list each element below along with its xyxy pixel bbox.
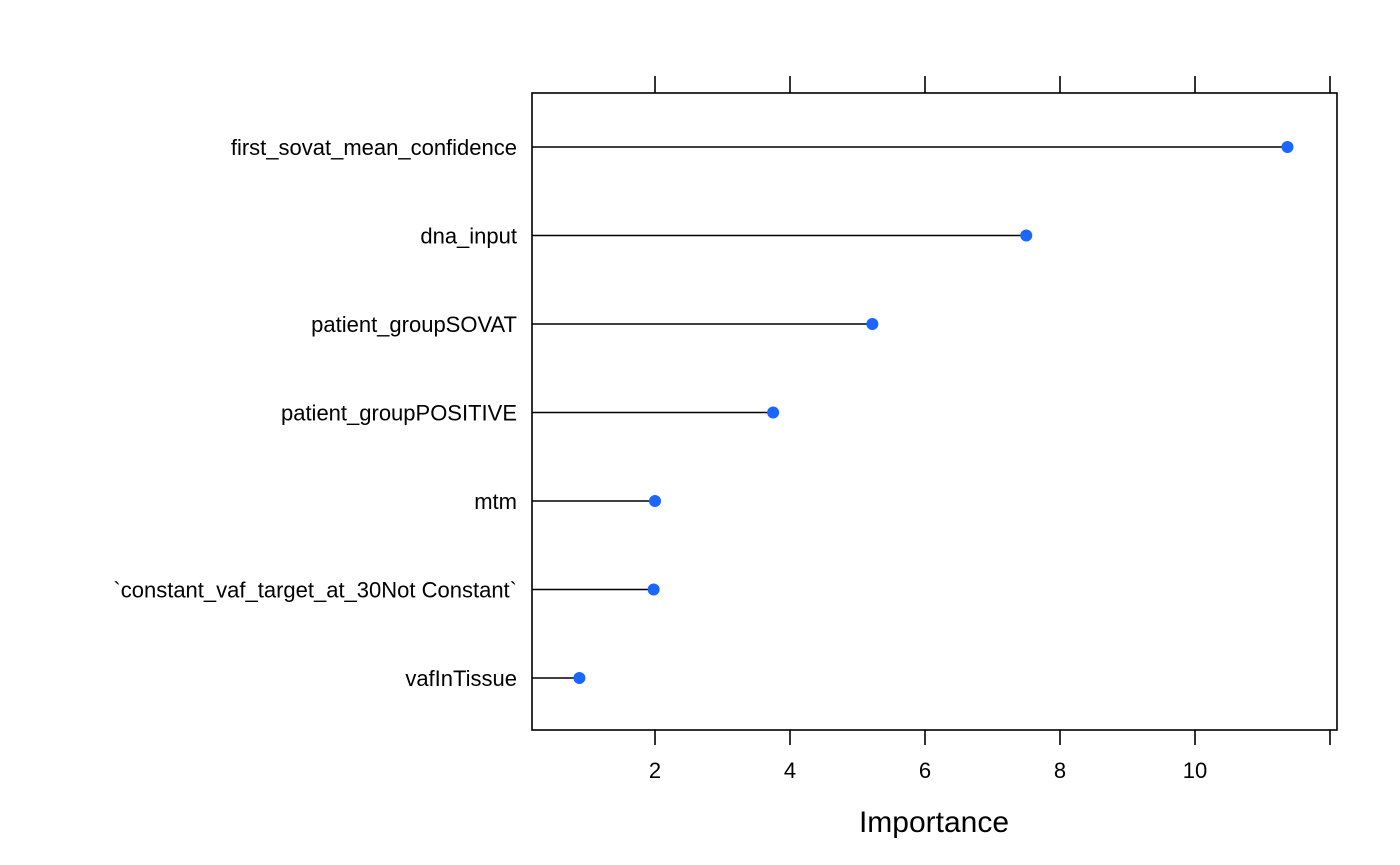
lollipop-points — [573, 141, 1294, 684]
point-5 — [647, 583, 660, 596]
category-labels: first_sovat_mean_confidence dna_inputpati… — [113, 135, 517, 691]
tick-label-2: 2 — [649, 758, 661, 783]
point-0 — [1281, 141, 1294, 153]
point-4 — [649, 495, 661, 507]
category-label-1: dna_input — [420, 224, 517, 249]
category-label-6: vafInTissue — [405, 666, 517, 691]
bottom-axis-ticks — [654, 730, 1331, 745]
point-6 — [573, 672, 586, 684]
tick-label-4: 4 — [784, 758, 796, 783]
point-3 — [767, 406, 780, 419]
tick-label-6: 6 — [919, 758, 931, 783]
category-label-0: first_sovat_mean_confidence — [231, 135, 517, 160]
point-2 — [866, 318, 879, 330]
tick-label-8: 8 — [1054, 758, 1066, 783]
category-label-3: patient_groupPOSITIVE — [281, 401, 517, 426]
lollipop-stems — [532, 146, 1288, 679]
category-label-4: mtm — [474, 489, 517, 514]
x-axis-title: Importance — [859, 806, 1009, 839]
top-axis-ticks — [654, 76, 1331, 93]
x-tick-labels: 2 4 6 8 10 — [649, 758, 1207, 783]
point-1 — [1020, 229, 1033, 242]
category-label-5: `constant_vaf_target_at_30Not Constant` — [113, 578, 517, 603]
tick-label-10: 10 — [1183, 758, 1207, 783]
plot-frame — [531, 92, 1338, 731]
category-label-2: patient_groupSOVAT — [311, 312, 517, 337]
